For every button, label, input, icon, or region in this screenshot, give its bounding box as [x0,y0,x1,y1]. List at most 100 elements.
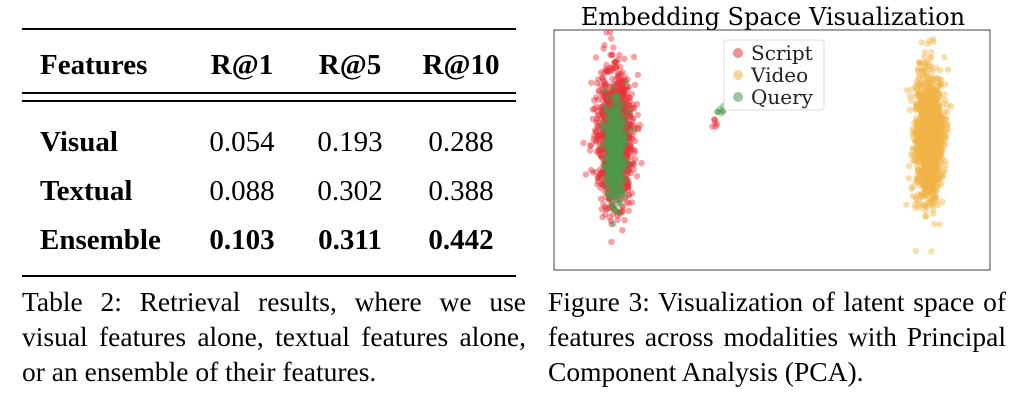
point-script [622,152,630,159]
point-script [595,132,602,139]
point-script [610,44,617,51]
point-script [617,145,624,153]
point-script [601,117,609,125]
point-video [914,135,921,142]
point-script [619,82,626,89]
point-script [597,104,604,111]
point-video [931,158,939,165]
point-script [606,120,613,128]
point-script [612,104,619,111]
point-query [610,83,617,91]
point-script [608,204,615,212]
point-script [612,83,619,91]
point-script [623,178,631,185]
point-script [605,152,612,159]
point-script [611,147,618,154]
point-script [597,69,605,76]
point-script [603,95,611,103]
point-video [937,149,944,157]
point-script [624,161,631,169]
point-video [920,149,928,157]
point-script [631,147,639,154]
point-script [602,165,609,172]
point-query [613,92,621,100]
point-script [629,135,636,143]
point-script [612,179,619,186]
point-script [614,216,621,223]
point-script [601,127,608,134]
point-script [613,121,620,128]
point-script [609,150,617,158]
point-script [612,126,620,133]
point-script [596,137,603,145]
point-script [593,148,600,155]
point-script [617,132,624,140]
point-script [612,81,619,88]
point-script [619,148,626,155]
point-script [612,151,619,159]
point-script [603,181,611,188]
point-script [631,124,638,131]
point-script [614,121,621,128]
point-script [614,142,621,149]
point-script [609,125,616,132]
point-script [610,123,617,131]
point-script [613,186,620,193]
point-script [625,144,633,151]
point-script [631,81,639,89]
point-script [602,140,609,147]
point-script [611,187,618,195]
point-query [622,79,630,86]
point-script [609,187,617,194]
point-script [601,92,609,99]
point-script [603,117,610,124]
point-script [621,78,628,85]
point-script [613,133,620,140]
point-script [606,113,614,120]
point-video [938,77,945,84]
point-script [611,104,619,112]
point-query [605,93,612,101]
point-script [624,182,631,189]
point-script [599,155,606,163]
point-video [927,90,934,98]
point-script [625,160,632,168]
point-script [615,126,623,133]
legend-label-script: Script [751,41,813,65]
point-script [610,166,618,173]
point-script [617,161,624,169]
point-script [608,138,615,146]
point-script [600,69,608,77]
point-script [597,129,604,137]
point-script [633,173,641,180]
point-script [604,98,611,106]
point-script [606,117,613,125]
point-script [601,82,609,90]
point-video [936,124,943,132]
point-video [926,87,933,95]
point-script [615,123,622,130]
point-query [602,86,609,94]
point-query [619,133,626,141]
point-script [615,142,622,149]
point-script [612,150,619,157]
point-script [612,135,619,143]
point-script [604,109,612,117]
point-script [615,182,622,189]
point-script [612,167,620,174]
point-video [925,108,933,116]
point-script [606,191,613,198]
header-features: Features [40,48,148,81]
point-script [602,193,610,201]
point-script [610,126,617,133]
point-video [930,87,938,94]
point-script [610,130,617,137]
point-script [613,146,620,154]
point-script [609,120,617,127]
point-script [629,104,637,112]
point-script [620,89,628,97]
point-video [922,147,930,154]
point-script [606,163,613,170]
point-script [624,110,631,118]
